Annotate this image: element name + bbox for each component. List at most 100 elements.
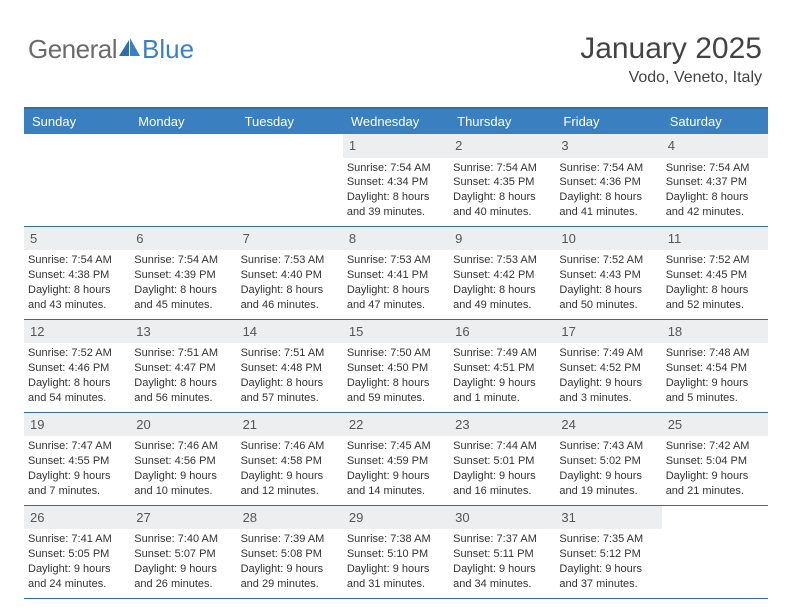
calendar: Sunday Monday Tuesday Wednesday Thursday… — [24, 107, 768, 599]
day-number: 5 — [24, 227, 130, 251]
daylight-text: and 16 minutes. — [453, 484, 551, 499]
day-number — [24, 134, 130, 158]
day-number: 9 — [449, 227, 555, 251]
daylight-text: Daylight: 8 hours — [559, 190, 657, 205]
sunrise-text: Sunrise: 7:52 AM — [28, 346, 126, 361]
sunrise-text: Sunrise: 7:54 AM — [134, 253, 232, 268]
sunset-text: Sunset: 5:12 PM — [559, 547, 657, 562]
day-cell: 11Sunrise: 7:52 AMSunset: 4:45 PMDayligh… — [662, 227, 768, 319]
daylight-text: and 45 minutes. — [134, 298, 232, 313]
daylight-text: and 24 minutes. — [28, 577, 126, 592]
sunrise-text: Sunrise: 7:54 AM — [28, 253, 126, 268]
day-cell: 30Sunrise: 7:37 AMSunset: 5:11 PMDayligh… — [449, 506, 555, 598]
sunrise-text: Sunrise: 7:53 AM — [241, 253, 339, 268]
daylight-text: and 46 minutes. — [241, 298, 339, 313]
day-cell: 1Sunrise: 7:54 AMSunset: 4:34 PMDaylight… — [343, 134, 449, 226]
daylight-text: Daylight: 9 hours — [453, 469, 551, 484]
weekday-header: Friday — [555, 109, 661, 134]
page-title: January 2025 — [580, 32, 762, 66]
day-cell: 13Sunrise: 7:51 AMSunset: 4:47 PMDayligh… — [130, 320, 236, 412]
sunset-text: Sunset: 4:51 PM — [453, 361, 551, 376]
day-number: 3 — [555, 134, 661, 158]
day-number: 14 — [237, 320, 343, 344]
sunrise-text: Sunrise: 7:48 AM — [666, 346, 764, 361]
daylight-text: Daylight: 9 hours — [241, 469, 339, 484]
daylight-text: Daylight: 8 hours — [666, 190, 764, 205]
day-number: 26 — [24, 506, 130, 530]
day-cell: 15Sunrise: 7:50 AMSunset: 4:50 PMDayligh… — [343, 320, 449, 412]
logo-text-general: General — [28, 36, 117, 62]
day-cell: 28Sunrise: 7:39 AMSunset: 5:08 PMDayligh… — [237, 506, 343, 598]
logo-text-blue: Blue — [142, 36, 194, 62]
daylight-text: Daylight: 8 hours — [453, 283, 551, 298]
daylight-text: and 1 minute. — [453, 391, 551, 406]
day-number: 31 — [555, 506, 661, 530]
day-cell: 20Sunrise: 7:46 AMSunset: 4:56 PMDayligh… — [130, 413, 236, 505]
sunset-text: Sunset: 4:40 PM — [241, 268, 339, 283]
day-number: 12 — [24, 320, 130, 344]
day-number: 11 — [662, 227, 768, 251]
day-cell: 31 Sunrise: 7:35 AMSunset: 5:12 PMDayligh… — [555, 506, 661, 598]
sunset-text: Sunset: 4:42 PM — [453, 268, 551, 283]
day-cell: 9Sunrise: 7:53 AMSunset: 4:42 PMDaylight… — [449, 227, 555, 319]
daylight-text: and 42 minutes. — [666, 205, 764, 220]
sunrise-text: Sunrise: 7:53 AM — [347, 253, 445, 268]
sunrise-text: Sunrise: 7:41 AM — [28, 532, 126, 547]
daylight-text: and 56 minutes. — [134, 391, 232, 406]
week-row: 5Sunrise: 7:54 AMSunset: 4:38 PMDaylight… — [24, 227, 768, 320]
daylight-text: and 3 minutes. — [559, 391, 657, 406]
daylight-text: Daylight: 8 hours — [453, 190, 551, 205]
sunset-text: Sunset: 4:36 PM — [559, 175, 657, 190]
daylight-text: Daylight: 9 hours — [559, 376, 657, 391]
sunrise-text: Sunrise: 7:54 AM — [453, 161, 551, 176]
daylight-text: and 40 minutes. — [453, 205, 551, 220]
weekday-header: Sunday — [24, 109, 130, 134]
daylight-text: Daylight: 8 hours — [559, 283, 657, 298]
day-number: 17 — [555, 320, 661, 344]
daylight-text: and 14 minutes. — [347, 484, 445, 499]
sunset-text: Sunset: 5:04 PM — [666, 454, 764, 469]
day-cell: 2Sunrise: 7:54 AMSunset: 4:35 PMDaylight… — [449, 134, 555, 226]
sunset-text: Sunset: 4:52 PM — [559, 361, 657, 376]
day-cell: 27Sunrise: 7:40 AMSunset: 5:07 PMDayligh… — [130, 506, 236, 598]
day-number: 18 — [662, 320, 768, 344]
sunset-text: Sunset: 4:48 PM — [241, 361, 339, 376]
day-number: 28 — [237, 506, 343, 530]
daylight-text: Daylight: 9 hours — [453, 376, 551, 391]
sunset-text: Sunset: 4:54 PM — [666, 361, 764, 376]
weekday-header-row: Sunday Monday Tuesday Wednesday Thursday… — [24, 109, 768, 134]
daylight-text: Daylight: 8 hours — [347, 376, 445, 391]
day-cell: 19Sunrise: 7:47 AMSunset: 4:55 PMDayligh… — [24, 413, 130, 505]
day-number: 20 — [130, 413, 236, 437]
sunset-text: Sunset: 4:46 PM — [28, 361, 126, 376]
day-cell: 16Sunrise: 7:49 AMSunset: 4:51 PMDayligh… — [449, 320, 555, 412]
sunset-text: Sunset: 5:08 PM — [241, 547, 339, 562]
daylight-text: and 43 minutes. — [28, 298, 126, 313]
sunset-text: Sunset: 4:50 PM — [347, 361, 445, 376]
daylight-text: Daylight: 8 hours — [666, 283, 764, 298]
daylight-text: Daylight: 8 hours — [134, 283, 232, 298]
day-number: 8 — [343, 227, 449, 251]
day-number: 16 — [449, 320, 555, 344]
logo: General Blue — [28, 32, 194, 62]
daylight-text: and 39 minutes. — [347, 205, 445, 220]
sunrise-text: Sunrise: 7:54 AM — [347, 161, 445, 176]
day-cell: 4Sunrise: 7:54 AMSunset: 4:37 PMDaylight… — [662, 134, 768, 226]
day-cell: 25Sunrise: 7:42 AMSunset: 5:04 PMDayligh… — [662, 413, 768, 505]
day-cell: 29Sunrise: 7:38 AMSunset: 5:10 PMDayligh… — [343, 506, 449, 598]
daylight-text: and 12 minutes. — [241, 484, 339, 499]
sunrise-text: Sunrise: 7:35 AM — [559, 532, 657, 547]
sunrise-text: Sunrise: 7:47 AM — [28, 439, 126, 454]
weekday-header: Tuesday — [237, 109, 343, 134]
sunrise-text: Sunrise: 7:39 AM — [241, 532, 339, 547]
daylight-text: Daylight: 9 hours — [559, 562, 657, 577]
weekday-header: Thursday — [449, 109, 555, 134]
daylight-text: Daylight: 9 hours — [666, 376, 764, 391]
day-number: 6 — [130, 227, 236, 251]
day-number — [662, 506, 768, 530]
sunrise-text: Sunrise: 7:46 AM — [241, 439, 339, 454]
day-cell: 23Sunrise: 7:44 AMSunset: 5:01 PMDayligh… — [449, 413, 555, 505]
daylight-text: and 26 minutes. — [134, 577, 232, 592]
daylight-text: and 54 minutes. — [28, 391, 126, 406]
sunrise-text: Sunrise: 7:51 AM — [134, 346, 232, 361]
